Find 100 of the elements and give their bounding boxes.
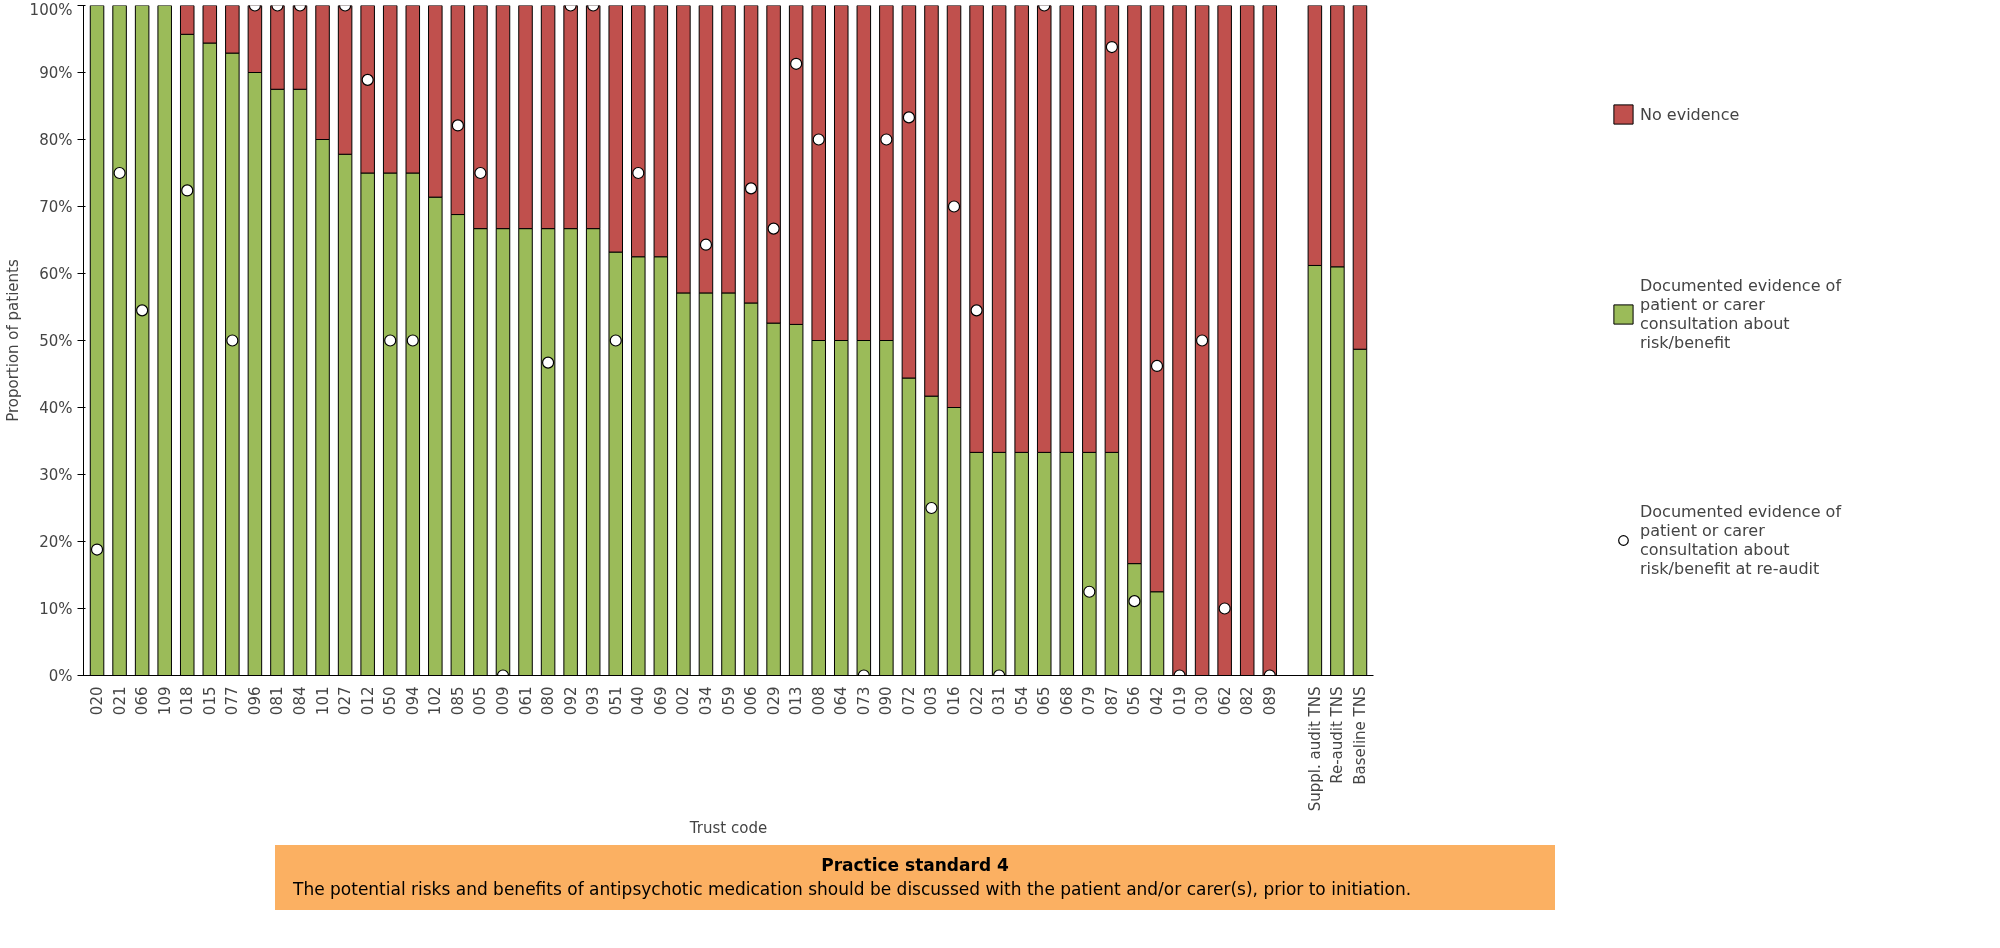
x-tick-label: 002 bbox=[674, 686, 693, 716]
point bbox=[361, 73, 374, 86]
point bbox=[902, 111, 916, 124]
point bbox=[609, 334, 622, 347]
x-tick-label: 109 bbox=[155, 686, 174, 716]
y-tick-label: 80% bbox=[39, 130, 73, 149]
x-tick-label: Re-audit TNS bbox=[1328, 686, 1347, 784]
point bbox=[1150, 359, 1164, 373]
y-tick-label: 50% bbox=[39, 331, 73, 350]
x-tick-label: 082 bbox=[1238, 686, 1257, 716]
point bbox=[1218, 602, 1231, 615]
x-tick-label: 092 bbox=[561, 686, 580, 716]
point bbox=[406, 334, 419, 347]
x-tick-label: 030 bbox=[1193, 686, 1212, 716]
y-tick-label: 70% bbox=[39, 197, 73, 216]
x-tick-label: 031 bbox=[990, 686, 1009, 716]
x-tick-label: 061 bbox=[516, 686, 535, 716]
x-tick-label: 042 bbox=[1148, 686, 1166, 716]
point bbox=[699, 238, 713, 251]
x-tick-label: 051 bbox=[606, 686, 625, 716]
y-tick-label: 60% bbox=[39, 264, 73, 283]
point bbox=[744, 182, 758, 195]
x-tick-label: 072 bbox=[899, 686, 918, 716]
x-tick-label: 066 bbox=[133, 686, 152, 716]
x-tick-label: 096 bbox=[245, 686, 264, 716]
x-tick-label: 073 bbox=[854, 686, 873, 716]
x-tick-label: 009 bbox=[493, 686, 512, 716]
point bbox=[632, 166, 645, 180]
x-tick-label: 101 bbox=[313, 686, 332, 716]
point bbox=[136, 304, 149, 317]
x-axis-title: Trust code bbox=[688, 819, 768, 838]
x-tick-label: 077 bbox=[223, 686, 242, 716]
point bbox=[880, 133, 893, 146]
x-tick-label: 089 bbox=[1260, 686, 1279, 716]
point bbox=[474, 166, 487, 180]
x-tick-label: 050 bbox=[381, 686, 400, 716]
x-tick-label: 080 bbox=[539, 686, 558, 716]
x-tick-label: 021 bbox=[110, 686, 129, 716]
point bbox=[384, 334, 397, 347]
x-tick-label: 022 bbox=[967, 686, 986, 716]
x-tick-label: 003 bbox=[922, 686, 941, 716]
x-tick-label: 040 bbox=[629, 686, 648, 716]
text: The potential risks and benefits of antipsychotic medication should be discussed with the patient and/or carer(s), prior to initiation. bbox=[293, 878, 1413, 902]
legend-label: Documented evidence of patient or carer consultation about risk/benefit bbox=[1639, 276, 1842, 352]
y-tick-label: 10% bbox=[39, 599, 73, 618]
x-tick-label: 079 bbox=[1080, 686, 1099, 716]
legend-label: No evidence bbox=[1639, 104, 1740, 124]
x-tick-label: 005 bbox=[471, 686, 490, 716]
x-tick-label: 087 bbox=[1102, 686, 1121, 716]
x-tick-label: 019 bbox=[1170, 686, 1189, 716]
x-tick-label: 064 bbox=[832, 686, 851, 716]
y-tick-label: 40% bbox=[39, 398, 73, 417]
x-tick-label: 065 bbox=[1035, 686, 1054, 716]
point bbox=[181, 184, 194, 197]
x-tick-label: 102 bbox=[426, 686, 445, 716]
point bbox=[767, 222, 780, 235]
x-tick-label: 056 bbox=[1125, 686, 1144, 716]
x-tick-label: 016 bbox=[945, 686, 964, 716]
x-tick-label: 062 bbox=[1215, 686, 1234, 716]
x-tick-label: Baseline TNS bbox=[1350, 686, 1369, 785]
x-tick-label: 034 bbox=[696, 686, 715, 716]
text: Practice standard 4 bbox=[820, 854, 1010, 877]
point bbox=[541, 356, 555, 369]
point bbox=[970, 304, 983, 317]
x-tick-label: 068 bbox=[1057, 686, 1076, 716]
point bbox=[113, 166, 126, 180]
y-tick-label: 90% bbox=[39, 63, 73, 82]
point bbox=[1105, 40, 1118, 54]
x-tick-label: 054 bbox=[1012, 686, 1031, 716]
y-tick-label: 20% bbox=[39, 532, 73, 551]
point bbox=[226, 334, 239, 347]
point bbox=[790, 57, 803, 70]
y-tick-label: 30% bbox=[39, 465, 73, 484]
legend-label: Documented evidence of patient or carer consultation about risk/benefit at re-audit bbox=[1639, 502, 1842, 578]
x-tick-label: 006 bbox=[742, 686, 761, 716]
x-tick-label: 013 bbox=[787, 686, 806, 716]
y-axis-title: Proportion of patients bbox=[3, 259, 22, 422]
x-tick-label: 069 bbox=[651, 686, 670, 716]
x-tick-label: 029 bbox=[764, 686, 783, 716]
point bbox=[451, 119, 464, 132]
point bbox=[947, 200, 961, 213]
x-tick-label: 020 bbox=[88, 686, 107, 716]
x-tick-label: 084 bbox=[291, 686, 309, 716]
point bbox=[90, 543, 104, 556]
x-tick-label: 094 bbox=[403, 686, 422, 716]
x-tick-label: 027 bbox=[336, 686, 355, 716]
x-tick-label: 081 bbox=[268, 686, 287, 716]
x-tick-label: 093 bbox=[584, 686, 603, 716]
point bbox=[1196, 334, 1209, 347]
y-tick-label: 100% bbox=[29, 0, 73, 19]
x-tick-label: 018 bbox=[178, 686, 197, 716]
x-tick-label: 090 bbox=[877, 686, 896, 716]
x-tick-label: 059 bbox=[719, 686, 738, 716]
point bbox=[812, 133, 825, 146]
x-tick-label: Suppl. audit TNS bbox=[1305, 686, 1324, 812]
x-tick-label: 085 bbox=[448, 686, 467, 716]
x-tick-label: 012 bbox=[358, 686, 377, 716]
point bbox=[925, 501, 938, 515]
x-tick-label: 008 bbox=[809, 686, 828, 716]
point bbox=[1083, 585, 1096, 598]
